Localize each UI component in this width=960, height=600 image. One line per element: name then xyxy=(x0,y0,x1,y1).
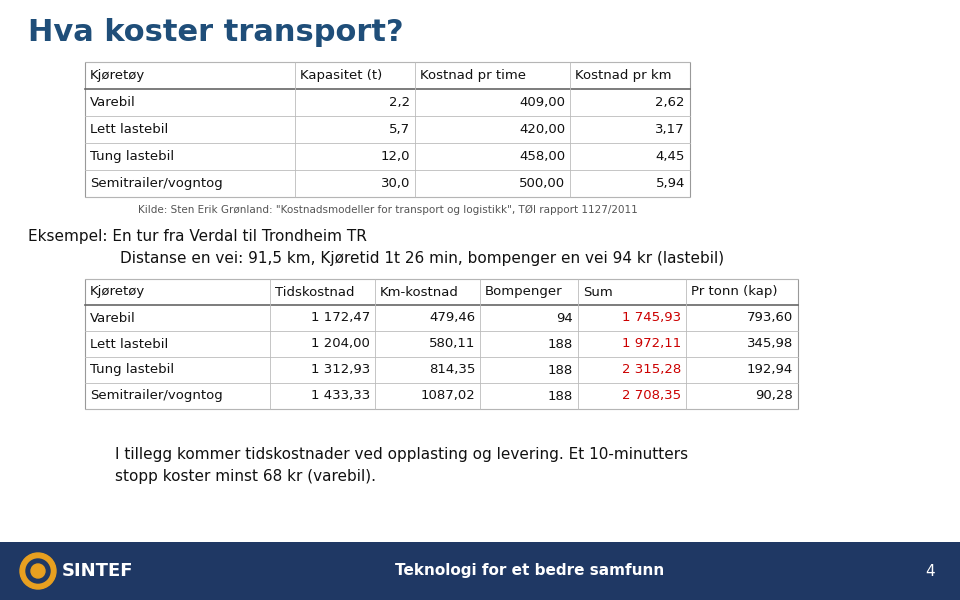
Circle shape xyxy=(26,559,50,583)
Text: Tidskostnad: Tidskostnad xyxy=(275,286,354,298)
Text: stopp koster minst 68 kr (varebil).: stopp koster minst 68 kr (varebil). xyxy=(115,469,376,484)
Text: 90,28: 90,28 xyxy=(756,389,793,403)
Text: SINTEF: SINTEF xyxy=(62,562,133,580)
Text: Pr tonn (kap): Pr tonn (kap) xyxy=(691,286,778,298)
Text: 2 708,35: 2 708,35 xyxy=(622,389,681,403)
Text: 409,00: 409,00 xyxy=(519,96,565,109)
Text: Semitrailer/vogntog: Semitrailer/vogntog xyxy=(90,389,223,403)
Text: 188: 188 xyxy=(548,389,573,403)
Text: 1 312,93: 1 312,93 xyxy=(311,364,370,377)
Text: Varebil: Varebil xyxy=(90,96,135,109)
Text: Kjøretøy: Kjøretøy xyxy=(90,69,145,82)
Text: 188: 188 xyxy=(548,364,573,377)
Text: 2 315,28: 2 315,28 xyxy=(622,364,681,377)
Text: 1 433,33: 1 433,33 xyxy=(311,389,370,403)
Text: Tung lastebil: Tung lastebil xyxy=(90,364,174,377)
Text: 1 972,11: 1 972,11 xyxy=(622,337,681,350)
Text: 4: 4 xyxy=(925,563,935,578)
Bar xyxy=(85,62,690,197)
Bar xyxy=(85,279,798,409)
Text: Kostnad pr km: Kostnad pr km xyxy=(575,69,671,82)
Text: 4,45: 4,45 xyxy=(656,150,685,163)
Circle shape xyxy=(31,564,45,578)
Text: Bompenger: Bompenger xyxy=(485,286,563,298)
Text: Teknologi for et bedre samfunn: Teknologi for et bedre samfunn xyxy=(396,563,664,578)
Text: 479,46: 479,46 xyxy=(429,311,475,325)
Text: 1 172,47: 1 172,47 xyxy=(311,311,370,325)
Text: 94: 94 xyxy=(556,311,573,325)
Text: 5,7: 5,7 xyxy=(389,123,410,136)
Text: 5,94: 5,94 xyxy=(656,177,685,190)
Text: Lett lastebil: Lett lastebil xyxy=(90,337,168,350)
Text: 188: 188 xyxy=(548,337,573,350)
Text: Varebil: Varebil xyxy=(90,311,135,325)
Text: Km-kostnad: Km-kostnad xyxy=(380,286,459,298)
Text: 2,62: 2,62 xyxy=(656,96,685,109)
Text: Eksempel: En tur fra Verdal til Trondheim TR: Eksempel: En tur fra Verdal til Trondhei… xyxy=(28,229,367,244)
Text: 3,17: 3,17 xyxy=(656,123,685,136)
Text: Semitrailer/vogntog: Semitrailer/vogntog xyxy=(90,177,223,190)
Text: Kjøretøy: Kjøretøy xyxy=(90,286,145,298)
Text: Tung lastebil: Tung lastebil xyxy=(90,150,174,163)
Text: Kostnad pr time: Kostnad pr time xyxy=(420,69,526,82)
Text: 345,98: 345,98 xyxy=(747,337,793,350)
Text: 2,2: 2,2 xyxy=(389,96,410,109)
Text: 1 745,93: 1 745,93 xyxy=(622,311,681,325)
Text: 1 204,00: 1 204,00 xyxy=(311,337,370,350)
Text: Hva koster transport?: Hva koster transport? xyxy=(28,18,403,47)
Text: 30,0: 30,0 xyxy=(380,177,410,190)
Text: Distanse en vei: 91,5 km, Kjøretid 1t 26 min, bompenger en vei 94 kr (lastebil): Distanse en vei: 91,5 km, Kjøretid 1t 26… xyxy=(120,251,724,266)
Text: I tillegg kommer tidskostnader ved opplasting og levering. Et 10-minutters: I tillegg kommer tidskostnader ved oppla… xyxy=(115,447,688,462)
Text: Lett lastebil: Lett lastebil xyxy=(90,123,168,136)
Text: 500,00: 500,00 xyxy=(518,177,565,190)
Text: 793,60: 793,60 xyxy=(747,311,793,325)
Text: 580,11: 580,11 xyxy=(428,337,475,350)
Text: Sum: Sum xyxy=(583,286,612,298)
Text: 12,0: 12,0 xyxy=(380,150,410,163)
Text: 458,00: 458,00 xyxy=(518,150,565,163)
Text: Kapasitet (t): Kapasitet (t) xyxy=(300,69,382,82)
Text: 192,94: 192,94 xyxy=(747,364,793,377)
Text: 1087,02: 1087,02 xyxy=(420,389,475,403)
Text: 814,35: 814,35 xyxy=(428,364,475,377)
Text: Kilde: Sten Erik Grønland: "Kostnadsmodeller for transport og logistikk", TØI ra: Kilde: Sten Erik Grønland: "Kostnadsmode… xyxy=(137,205,637,215)
Circle shape xyxy=(20,553,56,589)
Text: 420,00: 420,00 xyxy=(518,123,565,136)
Bar xyxy=(0,542,960,600)
